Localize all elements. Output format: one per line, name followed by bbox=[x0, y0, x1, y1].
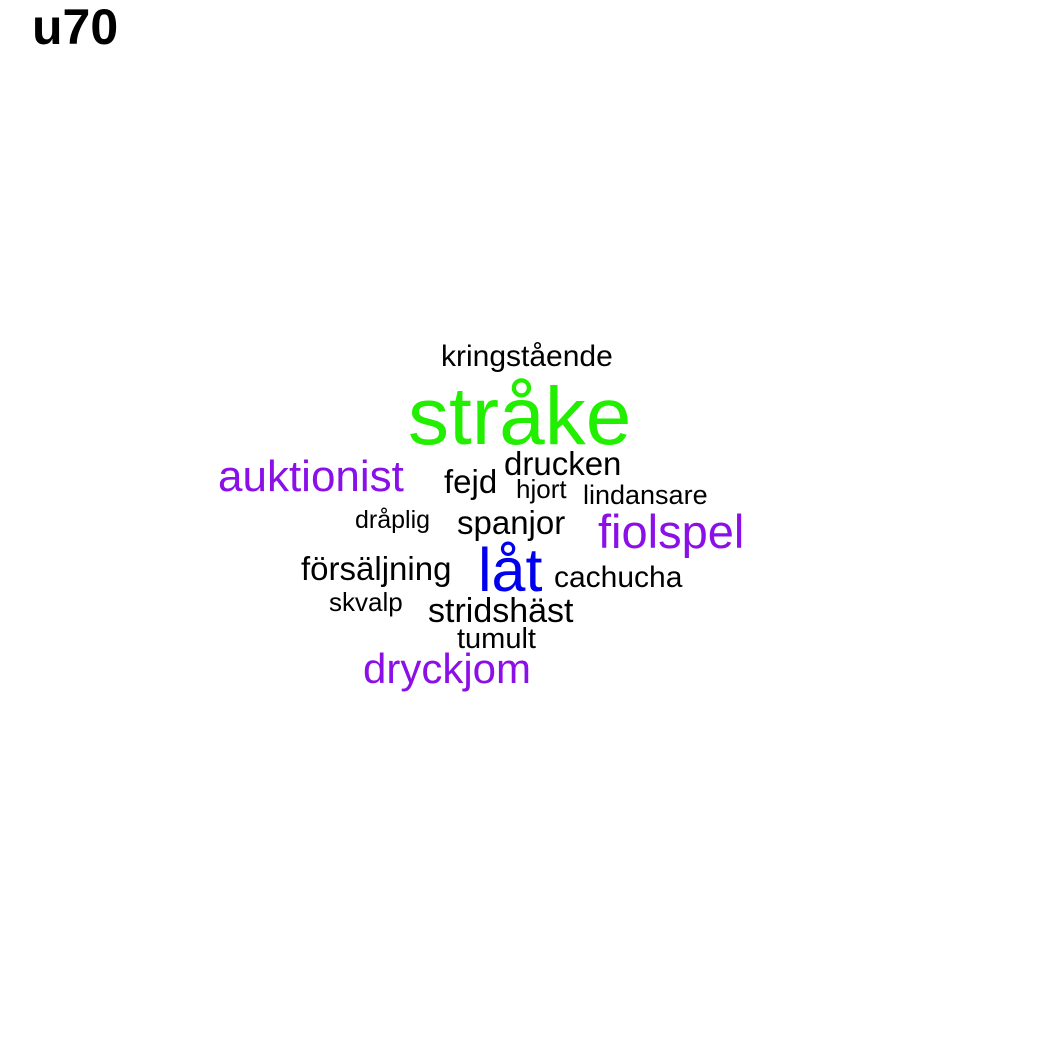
word-lindansare: lindansare bbox=[583, 480, 708, 510]
word-forsaljning: försäljning bbox=[301, 550, 452, 587]
word-drucken: drucken bbox=[504, 445, 622, 482]
word-lat: låt bbox=[478, 536, 543, 604]
word-fejd: fejd bbox=[444, 463, 498, 500]
word-tumult: tumult bbox=[457, 623, 536, 655]
word-draplig: dråplig bbox=[355, 506, 431, 534]
word-cachucha: cachucha bbox=[554, 561, 683, 594]
word-auktionist: auktionist bbox=[218, 452, 404, 501]
word-spanjor: spanjor bbox=[457, 504, 566, 541]
word-dryckjom: dryckjom bbox=[363, 645, 532, 692]
word-stridshast: stridshäst bbox=[428, 592, 574, 630]
word-hjort: hjort bbox=[516, 474, 567, 504]
word-fiolspel: fiolspel bbox=[598, 505, 745, 558]
word-kringstaende: kringstående bbox=[441, 340, 613, 373]
page-title: u70 bbox=[32, 0, 119, 55]
word-strake: stråke bbox=[408, 371, 632, 462]
word-skvalp: skvalp bbox=[329, 587, 403, 617]
